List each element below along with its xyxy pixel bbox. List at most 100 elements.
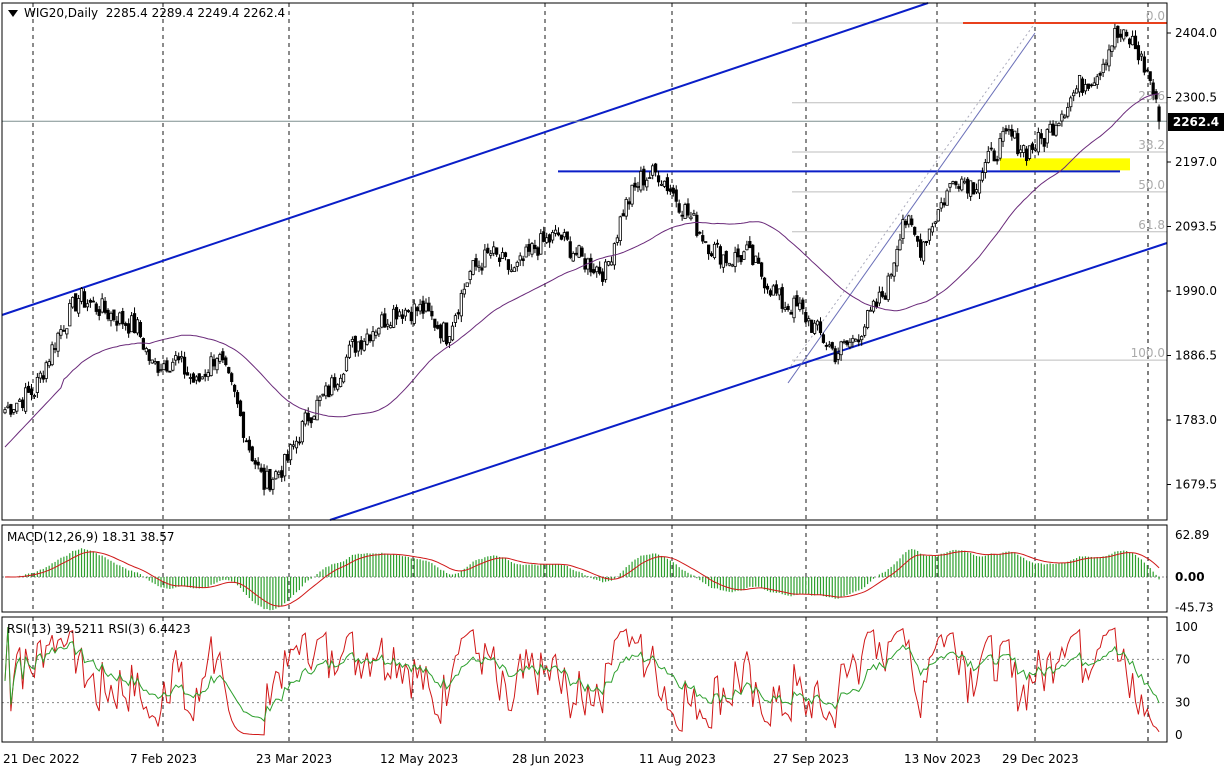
candle-body <box>471 260 475 275</box>
candle-body <box>642 168 646 186</box>
candle-body <box>495 247 499 255</box>
candle-body <box>271 478 275 490</box>
time-axis: 21 Dec 2022 7 Feb 2023 23 Mar 2023 12 May 2… <box>3 752 1079 766</box>
candle-body <box>362 340 366 351</box>
candle-body <box>456 312 460 315</box>
candle-body <box>980 172 985 181</box>
candle-body <box>701 235 705 242</box>
candle-body <box>1148 71 1152 82</box>
candle-body <box>380 314 384 328</box>
candle-body <box>280 470 284 478</box>
candle-body <box>836 353 840 360</box>
candle-body <box>936 209 940 222</box>
candle-body <box>889 274 893 277</box>
candle-body <box>447 336 452 343</box>
candle-body <box>424 302 428 312</box>
candle-body <box>333 377 337 388</box>
candle-body <box>521 258 525 262</box>
candle-body <box>612 243 617 266</box>
candle-body <box>798 302 802 310</box>
candle-body <box>79 288 84 302</box>
candle-body <box>1057 123 1061 127</box>
candle-body <box>283 454 287 477</box>
candle-body <box>545 237 549 243</box>
candle-body <box>503 252 508 258</box>
candle-body <box>309 417 313 424</box>
candle-body <box>765 285 770 290</box>
candle-body <box>303 412 307 425</box>
candle-body <box>1036 132 1040 153</box>
candle-body <box>44 362 48 379</box>
candle-body <box>12 409 16 413</box>
candle-body <box>241 411 246 438</box>
candle-body <box>1110 45 1114 52</box>
macd-indicator: 62.89 0.00 -45.73 <box>2 528 1214 615</box>
candle-body <box>336 384 340 390</box>
candle-body <box>339 377 343 387</box>
candle-body <box>615 237 619 243</box>
candle-body <box>141 338 145 350</box>
rsi-tick-label: 0 <box>1175 728 1183 742</box>
candle-body <box>813 322 817 334</box>
candle-body <box>1048 123 1052 133</box>
price-tick-label: 1990.0 <box>1175 284 1217 298</box>
candle-body <box>539 233 543 255</box>
candle-body <box>742 251 746 260</box>
candle-body <box>801 299 805 310</box>
candle-body <box>833 348 837 363</box>
date-tick-label: 13 Nov 2023 <box>904 752 981 766</box>
candle-body <box>863 326 867 336</box>
candle-body <box>62 329 66 332</box>
candle-body <box>930 226 934 233</box>
candle-body <box>677 203 681 213</box>
candle-body <box>32 395 37 398</box>
candle-body <box>445 322 449 345</box>
candle-body <box>459 293 463 317</box>
candle-body <box>274 471 278 480</box>
candle-body <box>38 372 42 379</box>
collapse-triangle-icon[interactable] <box>8 10 18 17</box>
candle-body <box>238 400 243 417</box>
candle-body <box>595 266 599 273</box>
candle-body <box>792 297 796 319</box>
candle-body <box>294 440 299 449</box>
price-tick-label: 2404.0 <box>1175 26 1217 40</box>
candle-body <box>898 239 902 251</box>
candle-body <box>168 370 172 373</box>
candle-body <box>286 454 290 461</box>
trendline-drawings[interactable] <box>1 2 1168 521</box>
candle-body <box>386 323 390 327</box>
candle-body <box>1016 133 1020 155</box>
candle-body <box>106 309 110 320</box>
candle-body <box>221 351 225 361</box>
candle-body <box>15 402 19 412</box>
candle-body <box>439 324 443 339</box>
candle-body <box>1136 45 1141 61</box>
candle-body <box>724 250 728 264</box>
candle-body <box>874 301 879 308</box>
candle-body <box>194 376 198 381</box>
candle-body <box>659 183 664 186</box>
candlestick-series <box>3 23 1161 496</box>
date-tick-label: 27 Sep 2023 <box>773 752 849 766</box>
candle-body <box>916 236 920 242</box>
candle-body <box>536 247 540 256</box>
candle-body <box>606 261 611 266</box>
candle-body <box>592 269 596 274</box>
macd-tick-label: 62.89 <box>1175 528 1209 542</box>
date-tick-label: 29 Dec 2023 <box>1002 752 1079 766</box>
candle-body <box>689 216 693 220</box>
candle-body <box>442 322 446 342</box>
candle-body <box>268 468 272 491</box>
candle-body <box>1086 83 1090 89</box>
candle-body <box>174 355 178 361</box>
candle-body <box>1007 129 1011 132</box>
candle-body <box>548 234 552 243</box>
candle-body <box>983 162 987 173</box>
candle-body <box>804 311 808 323</box>
candle-body <box>986 150 990 163</box>
date-tick-label: 21 Dec 2022 <box>3 752 80 766</box>
candle-body <box>533 244 537 250</box>
candle-body <box>230 373 234 382</box>
